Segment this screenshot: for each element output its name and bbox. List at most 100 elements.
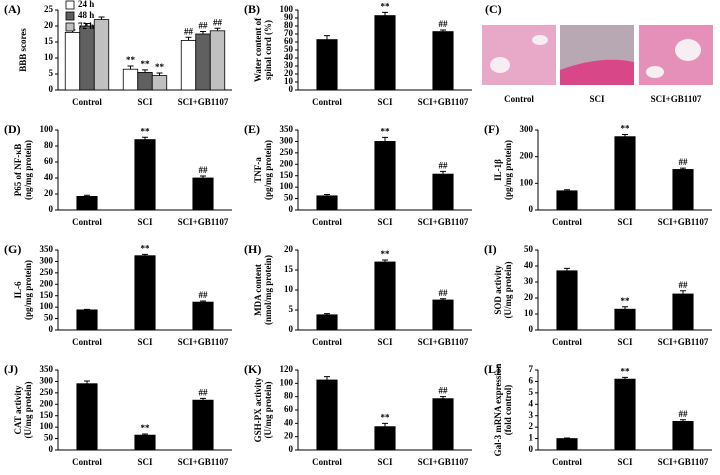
error-bar: [324, 376, 330, 380]
panel-label: (D): [4, 122, 21, 136]
y-tick-label: 20: [284, 244, 294, 254]
y-tick-label: 0: [49, 204, 54, 214]
x-tick-label: SCI+GB1107: [418, 217, 469, 227]
y-tick-label: 0: [49, 84, 54, 94]
y-tick-label: 100: [40, 421, 54, 431]
bar: [209, 30, 226, 91]
y-tick-label: 100: [280, 181, 294, 191]
error-bar: [564, 437, 570, 439]
y-tick-label: 50: [284, 44, 294, 54]
bar: [432, 31, 454, 91]
x-tick-label: SCI: [377, 217, 393, 227]
x-tick-label: SCI: [137, 337, 153, 347]
y-tick-label: 30: [284, 60, 294, 70]
y-tick-label: 5: [49, 68, 54, 78]
y-tick-label: 250: [40, 387, 54, 397]
y-axis-label: (nmol/mg protein): [263, 255, 273, 325]
error-bar: [142, 136, 148, 140]
y-tick-label: 3: [529, 410, 534, 420]
bar: [432, 299, 454, 331]
y-tick-label: 20: [284, 68, 294, 78]
x-tick-label: SCI+GB1107: [418, 457, 469, 467]
y-axis-label: (U/mg protein): [503, 261, 513, 318]
y-tick-label: 20: [524, 292, 534, 302]
bar: [374, 261, 396, 331]
y-axis-label: (pg/mg protein): [23, 260, 33, 320]
bar: [432, 398, 454, 451]
x-tick-label: Control: [552, 217, 582, 227]
panel-label: (B): [244, 2, 260, 16]
bar: [134, 255, 156, 331]
x-tick-label: Control: [552, 337, 582, 347]
y-tick-label: 15: [284, 264, 294, 274]
error-bar: [680, 419, 686, 422]
histology-detail: [532, 35, 548, 45]
y-tick-label: 300: [520, 124, 534, 134]
y-tick-label: 100: [520, 177, 534, 187]
significance-mark: **: [155, 62, 165, 72]
panel-label: (J): [4, 362, 18, 376]
y-tick-label: 100: [40, 301, 54, 311]
y-axis-label: (U/mg protein): [23, 381, 33, 438]
y-axis-label: (ng/mg protein): [23, 140, 33, 200]
y-tick-label: 0: [529, 444, 534, 454]
significance-mark: ##: [439, 386, 449, 396]
y-tick-label: 25: [44, 4, 54, 14]
error-bar: [84, 380, 90, 384]
error-bar: [156, 72, 163, 76]
y-axis-label: GSH-PX activity: [253, 377, 263, 442]
significance-mark: **: [141, 423, 151, 433]
y-tick-label: 2: [529, 421, 534, 431]
bar: [556, 270, 578, 331]
y-axis-label: (U/mg protein): [263, 381, 273, 438]
y-tick-label: 200: [520, 151, 534, 161]
histology-detail: [646, 66, 664, 78]
significance-mark: **: [141, 59, 151, 69]
x-tick-label: Control: [72, 217, 102, 227]
y-axis-label: SOD activity: [493, 265, 503, 315]
y-tick-label: 0: [49, 324, 54, 334]
y-tick-label: 200: [280, 158, 294, 168]
bar: [93, 19, 110, 91]
y-tick-label: 90: [284, 12, 294, 22]
y-tick-label: 0: [289, 324, 294, 334]
bar: [672, 169, 694, 211]
y-tick-label: 200: [40, 398, 54, 408]
error-bar: [382, 259, 388, 262]
error-bar: [440, 170, 446, 175]
significance-mark: ##: [199, 387, 209, 397]
x-tick-label: SCI: [377, 337, 393, 347]
x-tick-label: SCI+GB1107: [418, 337, 469, 347]
bar: [432, 173, 454, 211]
error-bar: [440, 29, 446, 32]
error-bar: [200, 397, 206, 401]
bar: [316, 379, 338, 451]
significance-mark: ##: [679, 157, 689, 167]
y-axis-label: MDA content: [253, 264, 263, 316]
significance-mark: ##: [199, 290, 209, 300]
error-bar: [200, 300, 206, 303]
y-tick-label: 15: [44, 36, 54, 46]
y-tick-label: 10: [284, 284, 294, 294]
bar: [614, 136, 636, 211]
y-axis-label: IL-1β: [493, 159, 503, 181]
y-tick-label: 150: [40, 410, 54, 420]
y-tick-label: 100: [280, 377, 294, 387]
bar: [195, 33, 211, 91]
significance-mark: **: [141, 243, 151, 253]
error-bar: [622, 306, 628, 310]
significance-mark: ##: [199, 165, 209, 175]
bar: [192, 301, 214, 331]
y-tick-label: 80: [44, 140, 54, 150]
bar: [316, 39, 338, 91]
y-tick-label: 30: [524, 276, 534, 286]
significance-mark: ##: [439, 19, 449, 29]
y-axis-label: BBB scores: [18, 28, 28, 72]
error-bar: [324, 35, 330, 40]
y-tick-label: 0: [529, 324, 534, 334]
error-bar: [680, 290, 686, 294]
bar: [316, 314, 338, 331]
y-tick-label: 0: [289, 84, 294, 94]
x-tick-label: SCI: [617, 217, 633, 227]
